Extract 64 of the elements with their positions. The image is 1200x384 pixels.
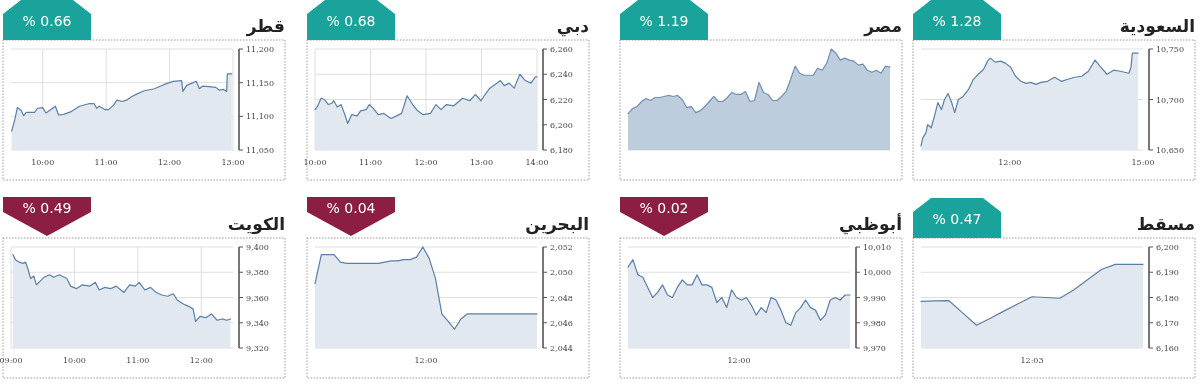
- y-tick-label: 9,400: [246, 243, 269, 252]
- y-tick-label: 9,980: [863, 318, 886, 328]
- y-tick-label: 6,260: [550, 45, 573, 54]
- text: % 0.02: [639, 200, 689, 216]
- chart-title: الكويت: [227, 214, 285, 235]
- text: % 1.28: [932, 13, 982, 29]
- x-tick-label: 12:00: [998, 158, 1022, 167]
- y-tick-label: 11,150: [246, 78, 274, 88]
- x-tick-label: 09:00: [0, 356, 23, 365]
- text: % 0.66: [22, 13, 72, 29]
- y-tick-label: 6,180: [1156, 293, 1179, 303]
- y-tick-label: 6,200: [550, 120, 573, 130]
- y-tick-label: 9,340: [246, 318, 269, 328]
- text: % 0.04: [326, 200, 376, 216]
- x-tick-label: 13:00: [221, 158, 245, 167]
- y-tick-label: 11,200: [246, 45, 274, 54]
- text: % 0.49: [22, 200, 72, 216]
- y-tick-label: 10,010: [863, 243, 891, 252]
- chart-title: السعودية: [1119, 16, 1195, 37]
- x-tick-label: 15:00: [1131, 158, 1155, 167]
- y-tick-label: 2,052: [550, 243, 573, 252]
- x-tick-label: 12:00: [158, 158, 182, 167]
- y-tick-label: 6,220: [550, 95, 573, 105]
- x-tick-label: 12:00: [414, 158, 438, 167]
- x-tick-label: 10:00: [31, 158, 55, 167]
- y-tick-label: 9,990: [863, 293, 886, 303]
- y-tick-label: 2,048: [550, 293, 573, 303]
- y-tick-label: 2,050: [550, 268, 573, 278]
- text: % 0.47: [932, 211, 982, 227]
- y-tick-label: 6,190: [1156, 268, 1179, 278]
- y-tick-label: 6,240: [550, 70, 573, 80]
- text: 12:03: [1020, 356, 1044, 365]
- x-tick-label: 14:00: [525, 158, 549, 167]
- y-tick-label: 9,360: [246, 293, 269, 303]
- x-tick-label: 13:00: [469, 158, 494, 167]
- y-tick-label: 2,044: [550, 344, 573, 353]
- y-tick-label: 10,000: [863, 268, 891, 278]
- x-tick-label: 11:00: [94, 158, 118, 167]
- chart-title: قطر: [245, 16, 285, 37]
- y-tick-label: 10,750: [1156, 45, 1184, 54]
- chart-title: أبوظبي: [838, 213, 902, 235]
- y-tick-label: 9,380: [246, 268, 269, 278]
- x-tick-label: 11:00: [358, 158, 383, 167]
- y-tick-label: 6,170: [1156, 318, 1179, 328]
- x-tick-label: 12:00: [189, 356, 213, 365]
- y-tick-label: 10,650: [1156, 146, 1184, 155]
- y-tick-label: 6,180: [550, 146, 573, 155]
- y-tick-label: 11,050: [246, 146, 274, 155]
- y-tick-label: 2,046: [550, 318, 573, 328]
- y-tick-label: 9,970: [863, 344, 886, 353]
- chart-title: مسقط: [1136, 214, 1195, 234]
- text: % 1.19: [639, 13, 689, 29]
- text: دبي: [556, 16, 590, 37]
- chart-title: مصر: [863, 16, 902, 37]
- y-tick-label: 9,320: [246, 344, 269, 353]
- y-tick-label: 6,160: [1156, 344, 1179, 353]
- x-tick-label: 10:00: [303, 158, 327, 167]
- x-tick-label: 10:00: [62, 356, 86, 365]
- y-tick-label: 11,100: [246, 112, 274, 122]
- text: % 0.68: [326, 13, 376, 29]
- y-tick-label: 10,700: [1156, 95, 1184, 105]
- x-tick-label: 11:00: [126, 356, 150, 365]
- y-tick-label: 6,200: [1156, 243, 1179, 252]
- chart-title: البحرين: [525, 214, 589, 235]
